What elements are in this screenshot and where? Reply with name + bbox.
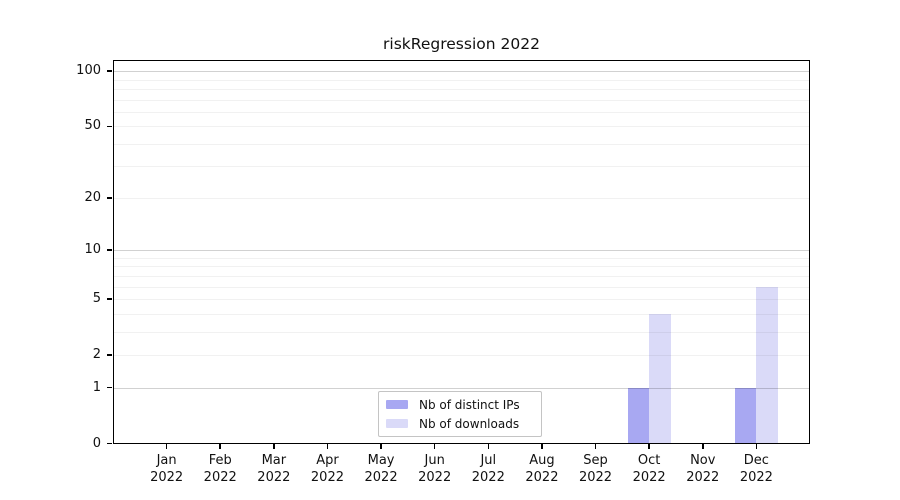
x-axis-tick-label: Mar 2022: [244, 452, 304, 486]
y-axis-tick-label: 2: [92, 346, 101, 362]
x-axis-tick-label: May 2022: [351, 452, 411, 486]
chart-title: riskRegression 2022: [383, 35, 540, 53]
year-label: 2022: [418, 469, 452, 485]
y-axis-tick: [107, 125, 112, 128]
bar-downloads-dec: [756, 286, 778, 444]
y-axis-tick: [107, 442, 112, 445]
bar-distinct-ips-oct: [627, 387, 650, 444]
x-axis-tick: [380, 444, 382, 450]
y-axis-tick-label: 10: [84, 242, 101, 258]
legend-item-distinct-ips: Nb of distinct IPs: [386, 398, 533, 412]
month-label: Nov: [690, 452, 716, 468]
x-axis-tick: [755, 444, 758, 450]
x-axis-tick-label: Apr 2022: [297, 452, 357, 486]
x-axis-tick: [219, 444, 221, 450]
year-label: 2022: [525, 469, 559, 485]
month-label: Jul: [480, 452, 497, 468]
legend-swatch-distinct-ips: [386, 400, 408, 409]
month-label: Dec: [743, 452, 769, 468]
month-label: Oct: [637, 452, 661, 468]
x-axis-tick: [702, 444, 704, 450]
year-label: 2022: [203, 469, 237, 485]
month-label: Sep: [583, 452, 608, 468]
month-label: Feb: [208, 452, 232, 468]
y-axis-tick-label: 5: [92, 290, 101, 306]
y-axis-tick-label: 20: [84, 189, 101, 205]
y-axis-tick: [107, 298, 112, 300]
year-label: 2022: [739, 469, 773, 485]
y-axis-tick: [107, 70, 112, 72]
bar-distinct-ips-dec: [734, 387, 757, 444]
x-axis-tick-label: Jan 2022: [137, 452, 197, 486]
y-axis-tick-label: 1: [92, 379, 101, 395]
x-axis-tick-label: Aug 2022: [512, 452, 572, 486]
year-label: 2022: [686, 469, 720, 485]
x-axis-tick-label: Jul 2022: [458, 452, 518, 486]
y-axis-tick-label: 100: [76, 63, 101, 79]
year-label: 2022: [632, 469, 666, 485]
bar-downloads-oct: [649, 313, 671, 444]
y-axis-tick: [107, 386, 112, 389]
year-label: 2022: [578, 469, 613, 485]
legend-label-distinct-ips: Nb of distinct IPs: [419, 397, 520, 412]
x-axis-tick: [487, 444, 490, 450]
year-label: 2022: [364, 469, 398, 485]
legend-item-downloads: Nb of downloads: [386, 417, 533, 431]
x-axis-tick-label: Nov 2022: [673, 452, 733, 486]
y-axis-tick: [107, 354, 112, 356]
month-label: May: [367, 452, 395, 468]
year-label: 2022: [310, 469, 344, 485]
y-axis-tick: [107, 249, 112, 251]
x-axis-tick-label: Oct 2022: [619, 452, 679, 486]
legend: Nb of distinct IPs Nb of downloads: [378, 391, 542, 437]
month-label: Jun: [424, 452, 445, 468]
x-axis-tick-label: Jun 2022: [405, 452, 465, 486]
x-axis-tick-label: Sep 2022: [566, 452, 626, 486]
year-label: 2022: [471, 469, 505, 485]
legend-swatch-downloads: [386, 419, 408, 428]
plot-area: [113, 60, 810, 444]
year-label: 2022: [150, 469, 184, 485]
month-label: Mar: [261, 452, 287, 468]
legend-label-downloads: Nb of downloads: [419, 416, 520, 431]
x-axis-tick-label: Dec 2022: [726, 452, 786, 486]
month-label: Jan: [156, 452, 177, 468]
x-axis-tick-label: Feb 2022: [190, 452, 250, 486]
year-label: 2022: [257, 469, 291, 485]
y-axis-tick-label: 0: [92, 435, 101, 451]
x-axis-tick: [541, 444, 543, 450]
y-axis-tick: [107, 197, 112, 199]
x-axis-tick: [648, 444, 650, 450]
x-axis-tick: [433, 444, 436, 450]
x-axis-tick: [273, 444, 275, 450]
y-axis-tick-label: 50: [84, 118, 101, 134]
x-axis-tick: [326, 444, 329, 450]
x-axis-tick: [165, 444, 168, 450]
month-label: Apr: [316, 452, 339, 468]
x-axis-tick: [594, 444, 597, 450]
month-label: Aug: [529, 452, 555, 468]
